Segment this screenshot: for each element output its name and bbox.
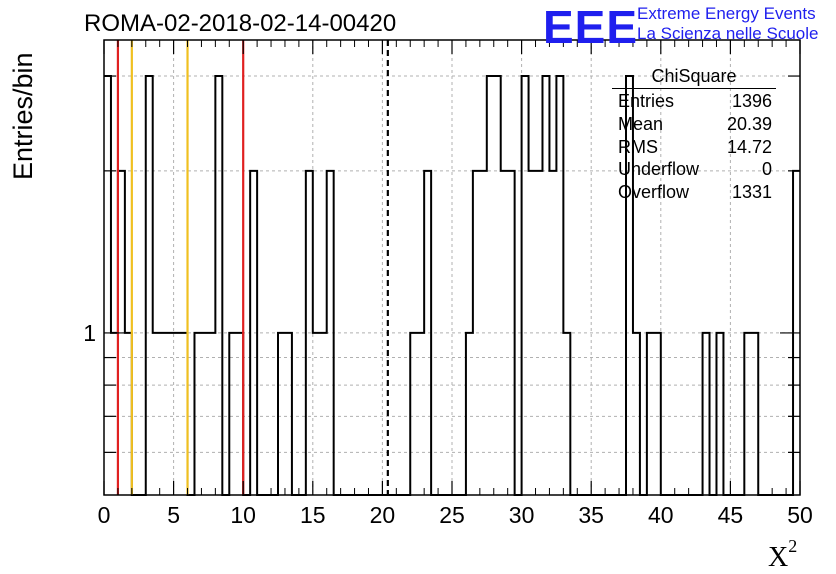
- eee-logo: EEE: [543, 1, 639, 53]
- stats-label: Overflow: [618, 182, 690, 203]
- x-tick-label: 50: [787, 502, 813, 528]
- x-axis-label-base: X: [768, 542, 789, 573]
- tick-labels-layer: 0 5 10 15 20 25 30 35 40 45 50 1: [83, 320, 813, 528]
- stats-title: ChiSquare: [612, 66, 776, 89]
- brand-line-1: Extreme Energy Events: [637, 4, 816, 23]
- x-tick-label: 15: [300, 502, 326, 528]
- stats-row: RMS 14.72: [612, 136, 776, 159]
- stats-value: 14.72: [726, 136, 772, 157]
- stats-value: 20.39: [726, 113, 772, 134]
- stats-value: 0: [761, 159, 772, 180]
- y-tick-label: 1: [83, 320, 96, 346]
- stats-label: Mean: [618, 113, 664, 134]
- run-title: ROMA-02-2018-02-14-00420: [84, 10, 397, 37]
- y-axis-label: Entries/bin: [8, 52, 38, 180]
- x-axis-label-superscript: 2: [788, 536, 798, 556]
- stats-value: 1331: [731, 182, 772, 203]
- x-tick-label: 10: [230, 502, 256, 528]
- stats-row: Entries 1396: [612, 90, 776, 113]
- x-tick-label: 40: [648, 502, 674, 528]
- stats-label: Entries: [618, 91, 675, 111]
- x-tick-label: 0: [98, 502, 111, 528]
- x-tick-label: 45: [718, 502, 744, 528]
- x-tick-label: 5: [167, 502, 180, 528]
- stats-value: 1396: [731, 91, 772, 111]
- axes-layer: [103, 39, 801, 496]
- marker-lines-layer: [116, 40, 389, 495]
- x-tick-label: 30: [509, 502, 535, 528]
- x-tick-label: 35: [578, 502, 604, 528]
- x-tick-label: 25: [439, 502, 465, 528]
- stats-label: RMS: [618, 136, 658, 157]
- stats-row: Overflow 1331: [612, 181, 776, 204]
- x-tick-label: 20: [370, 502, 396, 528]
- brand-line-2: La Scienza nelle Scuole: [637, 24, 819, 43]
- stats-row: Underflow 0: [612, 158, 776, 181]
- x-axis-label: X2: [768, 536, 797, 574]
- stats-row: Mean 20.39: [612, 113, 776, 136]
- stats-box: ChiSquare Entries 1396 Mean 20.39 RMS 14.72…: [612, 66, 776, 204]
- stats-label: Underflow: [618, 159, 700, 180]
